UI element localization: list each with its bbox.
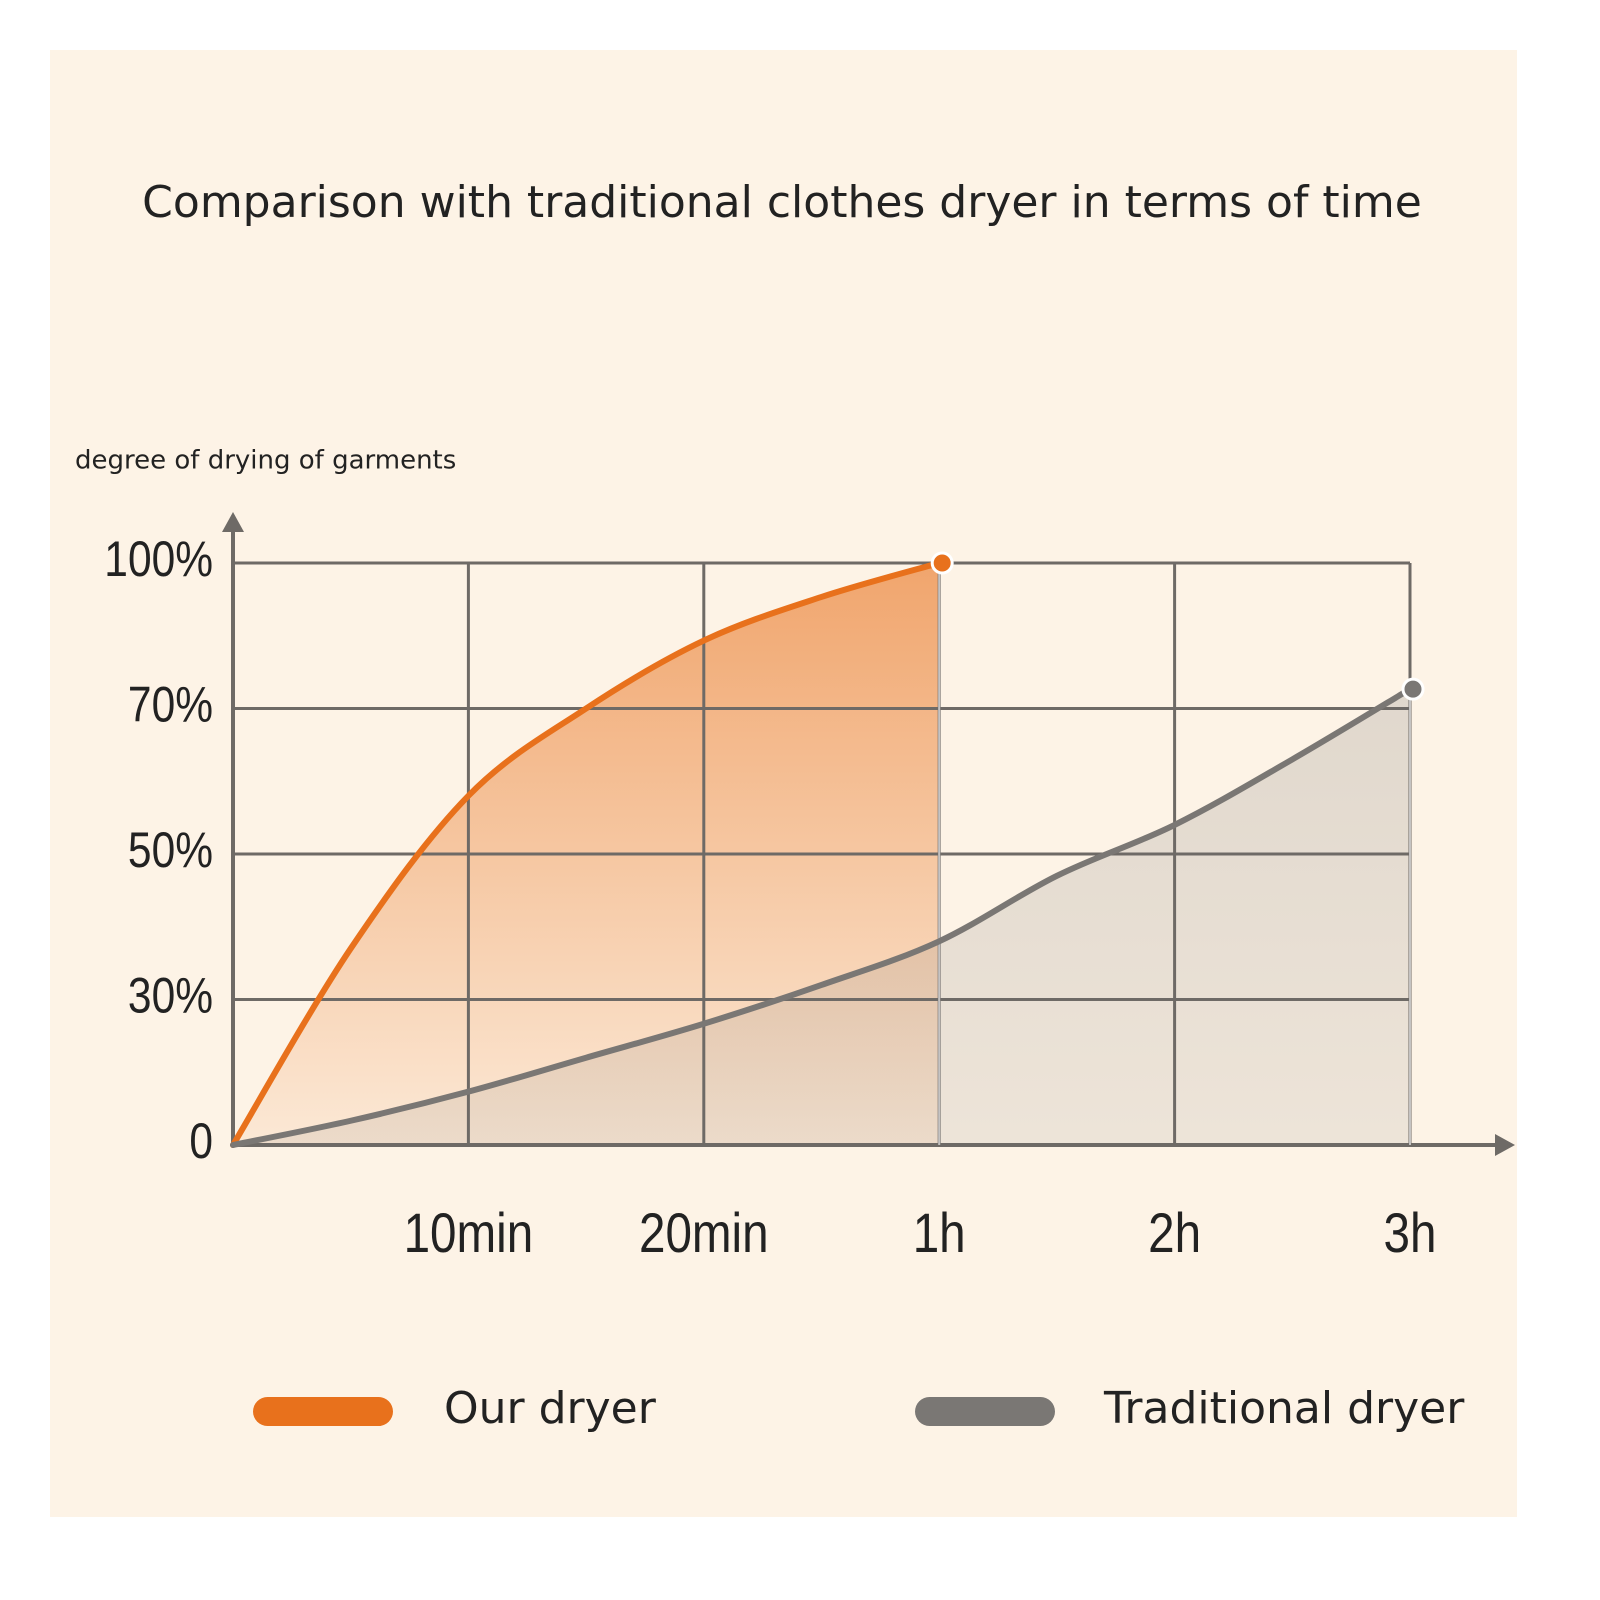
y-axis-label: degree of drying of garments: [75, 446, 456, 476]
x-axis-arrow: [1495, 1134, 1515, 1156]
series-line: [230, 560, 943, 1148]
lines: [230, 551, 1425, 1148]
chart-title: Comparison with traditional clothes drye…: [142, 177, 1422, 228]
legend-label: Our dryer: [444, 1383, 657, 1434]
x-tick-label: 3h: [1384, 1202, 1437, 1264]
y-tick-label: 0: [189, 1113, 213, 1169]
x-tick-label: 1h: [913, 1202, 966, 1264]
y-tick-label: 100%: [104, 531, 213, 587]
x-tick-label: 2h: [1148, 1202, 1201, 1264]
y-axis-arrow: [222, 512, 244, 532]
x-tick-label: 10min: [404, 1202, 534, 1264]
legend-swatch: [253, 1397, 393, 1426]
labels: 0 30% 50% 70% 100% 10min 20min 1h 2h 3h: [104, 531, 1436, 1265]
legend: Our dryer Traditional dryer: [253, 1383, 1465, 1434]
legend-label: Traditional dryer: [1103, 1383, 1465, 1434]
end-point: [1401, 677, 1425, 701]
legend-swatch: [915, 1397, 1055, 1426]
series-line: [230, 686, 1413, 1148]
series-area: [233, 689, 1410, 1145]
y-tick-label: 50%: [128, 822, 213, 878]
y-tick-label: 30%: [128, 967, 213, 1023]
x-tick-label: 20min: [639, 1202, 769, 1264]
axes: [222, 512, 1515, 1156]
y-tick-label: 70%: [128, 676, 213, 732]
end-point: [930, 551, 954, 575]
